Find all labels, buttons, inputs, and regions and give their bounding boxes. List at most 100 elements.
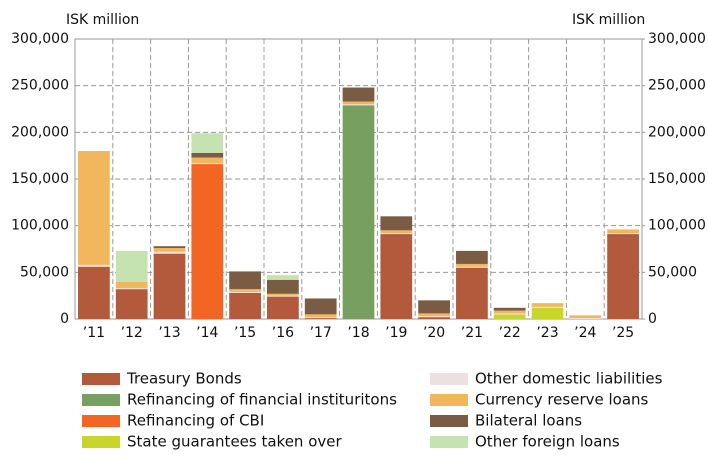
bar-segment: [493, 307, 526, 311]
bar-segment: [153, 248, 186, 252]
legend-swatch: [430, 415, 468, 427]
bar-segment: [191, 152, 224, 158]
legend-label: Other foreign loans: [475, 433, 620, 451]
y2-tick-label: 300,000: [648, 31, 706, 47]
bar-segment: [191, 157, 224, 164]
bar-segment: [115, 250, 148, 282]
x-tick-label: ’19: [385, 325, 407, 341]
bar-segment: [342, 104, 375, 106]
bar-segment: [531, 307, 564, 319]
y2-tick-label: 50,000: [648, 264, 697, 280]
bar-segment: [531, 303, 564, 307]
bar-segment: [304, 318, 337, 319]
legend-label: Refinancing of CBI: [127, 412, 264, 430]
bar-segment: [607, 229, 639, 234]
bar-segment: [569, 315, 602, 319]
x-tick-label: ’12: [121, 325, 143, 341]
y-tick-label: 300,000: [11, 31, 69, 47]
bar-segment: [380, 216, 413, 231]
bar-segment: [342, 105, 375, 320]
legend-swatch: [430, 373, 468, 385]
legend-label: Refinancing of financial instituritons: [127, 391, 397, 409]
legend-swatch: [430, 394, 468, 406]
legend-label: Treasury Bonds: [126, 370, 242, 388]
bar-segment: [493, 313, 526, 315]
bar-segment: [304, 317, 337, 319]
bar-segment: [418, 313, 450, 317]
x-tick-label: ’25: [612, 325, 634, 341]
y2-tick-label: 150,000: [648, 171, 706, 187]
legend-swatch: [430, 436, 468, 448]
y2-axis-label: ISK million: [572, 12, 645, 28]
x-tick-label: ’16: [272, 325, 294, 341]
bar-segment: [267, 295, 299, 297]
legend-label: Bilateral loans: [475, 412, 582, 430]
bar-segment: [229, 292, 261, 319]
bar-segment: [418, 317, 450, 319]
y-axis-label: ISK million: [66, 12, 139, 28]
bar-segment: [78, 151, 110, 265]
x-tick-label: ’22: [499, 325, 521, 341]
bar-segment: [493, 314, 526, 319]
y2-tick-label: 0: [648, 311, 657, 327]
bar-segment: [115, 289, 148, 319]
bar-segment: [304, 314, 337, 318]
legend-swatch: [82, 415, 120, 427]
bar-segment: [267, 293, 299, 296]
y2-tick-label: 250,000: [648, 78, 706, 94]
legend-swatch: [82, 394, 120, 406]
bar-segment: [380, 233, 413, 235]
bar-segment: [78, 266, 110, 319]
y-tick-label: 0: [60, 311, 69, 327]
y-tick-label: 100,000: [11, 218, 69, 234]
bar-segment: [607, 234, 639, 319]
x-tick-label: ’24: [574, 325, 596, 341]
legend-label: Currency reserve loans: [475, 391, 649, 409]
bar-segment: [418, 316, 450, 318]
bar-segment: [229, 291, 261, 293]
bar-segment: [342, 87, 375, 102]
x-tick-label: ’14: [196, 325, 218, 341]
x-tick-label: ’13: [158, 325, 180, 341]
x-tick-label: ’11: [83, 325, 105, 341]
x-tick-label: ’17: [310, 325, 332, 341]
bar-segment: [531, 306, 564, 308]
bar-segment: [342, 101, 375, 105]
y-tick-label: 50,000: [20, 264, 69, 280]
y2-tick-label: 200,000: [648, 124, 706, 140]
bar-segment: [191, 164, 224, 319]
bar-segment: [456, 250, 488, 264]
y2-tick-label: 100,000: [648, 218, 706, 234]
bar-segment: [267, 275, 299, 280]
bar-segment: [153, 246, 186, 249]
bar-segment: [304, 298, 337, 315]
bar-segment: [456, 267, 488, 319]
legend-label: State guarantees taken over: [127, 433, 342, 451]
x-tick-label: ’21: [461, 325, 483, 341]
bar-segment: [569, 318, 602, 319]
bar-segment: [229, 271, 261, 290]
bar-segment: [456, 263, 488, 267]
x-tick-label: ’15: [234, 325, 256, 341]
bar-segment: [267, 279, 299, 294]
bar-segment: [78, 264, 110, 267]
y-tick-label: 250,000: [11, 78, 69, 94]
bar-segment: [191, 133, 224, 153]
bar-segment: [153, 253, 186, 319]
legend-label: Other domestic liabilities: [475, 370, 663, 388]
bar-segment: [380, 230, 413, 234]
legend-swatch: [82, 373, 120, 385]
bar-segment: [267, 296, 299, 319]
bar-segment: [191, 163, 224, 165]
bar-segment: [418, 300, 450, 314]
bar-segment: [493, 310, 526, 314]
bar-segment: [456, 266, 488, 268]
x-tick-label: ’18: [347, 325, 369, 341]
legend-swatch: [82, 436, 120, 448]
bar-segment: [115, 288, 148, 290]
x-tick-label: ’20: [423, 325, 445, 341]
y-tick-label: 150,000: [11, 171, 69, 187]
bar-segment: [380, 234, 413, 319]
bar-segment: [115, 281, 148, 289]
